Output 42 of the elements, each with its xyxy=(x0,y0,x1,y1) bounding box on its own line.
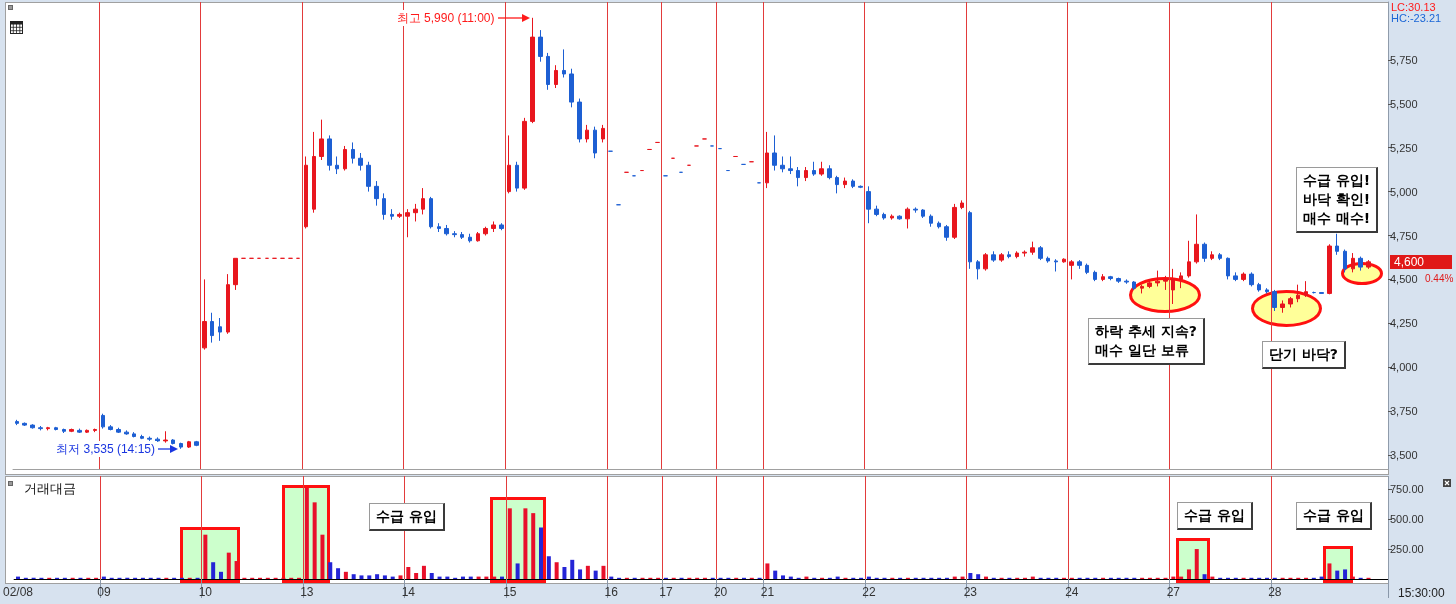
annotation: 하락 추세 지속? 매수 일단 보류 xyxy=(1088,318,1205,365)
text: 0.44% xyxy=(1425,273,1454,284)
x-tick-label: 14 xyxy=(401,585,416,599)
text: 15:30:00 xyxy=(1398,586,1445,600)
x-tick-label: 16 xyxy=(604,585,619,599)
x-tick-label: 22 xyxy=(862,585,876,599)
y-tick-label: 5,500 xyxy=(1390,97,1418,110)
text: 4,600 xyxy=(1390,254,1452,269)
annotation: 수급 유입 xyxy=(1296,502,1372,530)
x-tick-label: 10 xyxy=(198,585,213,599)
y-tick-label: 5,750 xyxy=(1390,53,1418,66)
text: LC:30.13 xyxy=(1391,1,1436,13)
text: HC:-23.21 xyxy=(1391,12,1442,24)
x-tick-label: 02/08 xyxy=(3,585,34,599)
x-tick-label: 23 xyxy=(963,585,978,599)
annotation: 단기 바닥? xyxy=(1262,341,1346,369)
x-tick-label: 20 xyxy=(713,585,728,599)
annotation: 수급 유입 xyxy=(1177,502,1253,530)
x-tick-label: 17 xyxy=(659,585,673,599)
annotation: 수급 유입 xyxy=(369,503,445,531)
y-tick-label: 4,500 xyxy=(1390,273,1418,286)
x-tick-label: 28 xyxy=(1268,585,1282,599)
y-tick-label: 750.00 xyxy=(1390,483,1424,496)
y-tick-label: 3,500 xyxy=(1390,448,1418,461)
x-tick-label: 24 xyxy=(1065,585,1079,599)
x-tick-label: 13 xyxy=(300,585,314,599)
x-tick-label: 27 xyxy=(1166,585,1181,599)
y-tick-label: 5,000 xyxy=(1390,185,1418,198)
y-tick-label: 4,750 xyxy=(1390,229,1418,242)
y-tick-label: 500.00 xyxy=(1390,513,1424,526)
y-tick-label: 5,250 xyxy=(1390,141,1418,154)
y-tick-label: 250.00 xyxy=(1390,543,1424,556)
y-tick-label: 4,000 xyxy=(1390,361,1418,374)
annotation: 수급 유입! 바닥 확인! 매수 매수! xyxy=(1296,167,1379,233)
y-tick-label: 4,250 xyxy=(1390,317,1418,330)
x-tick-label: 21 xyxy=(760,585,775,599)
x-tick-label: 15 xyxy=(503,585,517,599)
chart-title: 거래대금 xyxy=(24,481,76,496)
annotation: 최저 3,535 (14:15) xyxy=(54,440,157,457)
x-tick-label: 09 xyxy=(97,585,111,599)
annotation: 최고 5,990 (11:00) xyxy=(394,9,497,26)
y-tick-label: 3,750 xyxy=(1390,405,1418,418)
